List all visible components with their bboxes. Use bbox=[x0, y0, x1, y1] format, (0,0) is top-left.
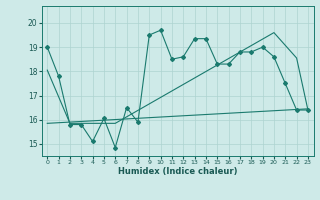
X-axis label: Humidex (Indice chaleur): Humidex (Indice chaleur) bbox=[118, 167, 237, 176]
